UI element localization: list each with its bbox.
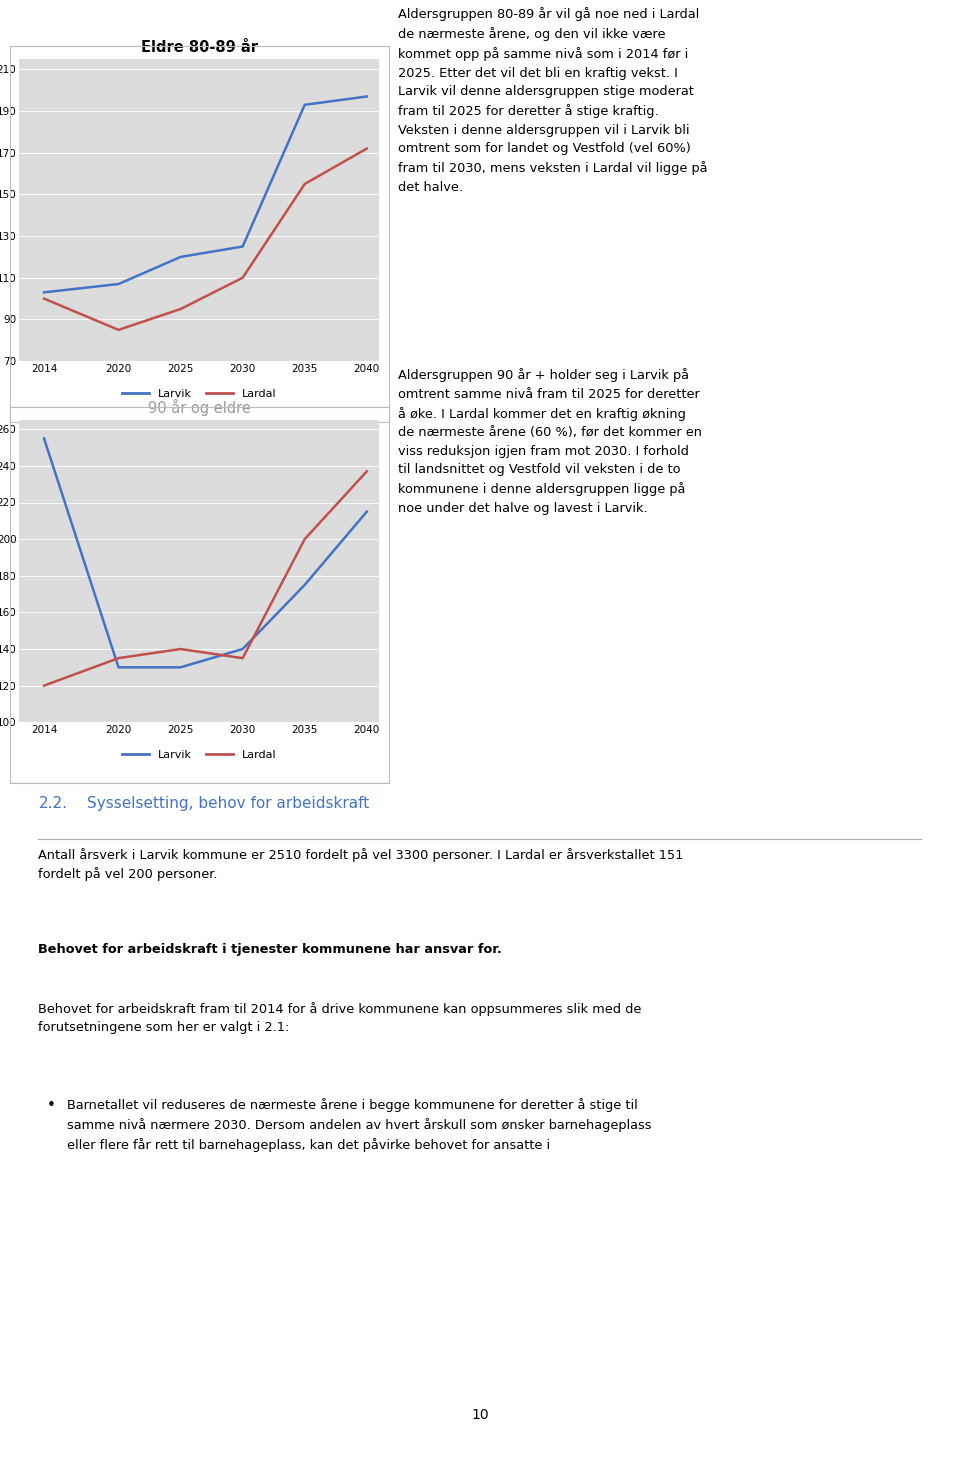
Legend: Larvik, Lardal: Larvik, Lardal bbox=[117, 744, 281, 765]
Text: Sysselsetting, behov for arbeidskraft: Sysselsetting, behov for arbeidskraft bbox=[87, 796, 370, 811]
Text: Behovet for arbeidskraft fram til 2014 for å drive kommunene kan oppsummeres sli: Behovet for arbeidskraft fram til 2014 f… bbox=[38, 1002, 642, 1035]
Title: 90 år og eldre: 90 år og eldre bbox=[148, 399, 251, 416]
Text: Behovet for arbeidskraft i tjenester kommunene har ansvar for.: Behovet for arbeidskraft i tjenester kom… bbox=[38, 943, 502, 957]
Text: •: • bbox=[47, 1098, 56, 1113]
Text: Antall årsverk i Larvik kommune er 2510 fordelt på vel 3300 personer. I Lardal e: Antall årsverk i Larvik kommune er 2510 … bbox=[38, 848, 684, 881]
Text: Barnetallet vil reduseres de nærmeste årene i begge kommunene for deretter å sti: Barnetallet vil reduseres de nærmeste år… bbox=[66, 1098, 651, 1153]
Text: Aldersgruppen 80-89 år vil gå noe ned i Lardal
de nærmeste årene, og den vil ikk: Aldersgruppen 80-89 år vil gå noe ned i … bbox=[398, 7, 708, 195]
Text: 2.2.: 2.2. bbox=[38, 796, 67, 811]
Legend: Larvik, Lardal: Larvik, Lardal bbox=[117, 383, 281, 404]
Text: 10: 10 bbox=[471, 1408, 489, 1422]
Title: Eldre 80-89 år: Eldre 80-89 år bbox=[141, 40, 257, 55]
Text: Aldersgruppen 90 år + holder seg i Larvik på
omtrent samme nivå fram til 2025 fo: Aldersgruppen 90 år + holder seg i Larvi… bbox=[398, 368, 703, 514]
